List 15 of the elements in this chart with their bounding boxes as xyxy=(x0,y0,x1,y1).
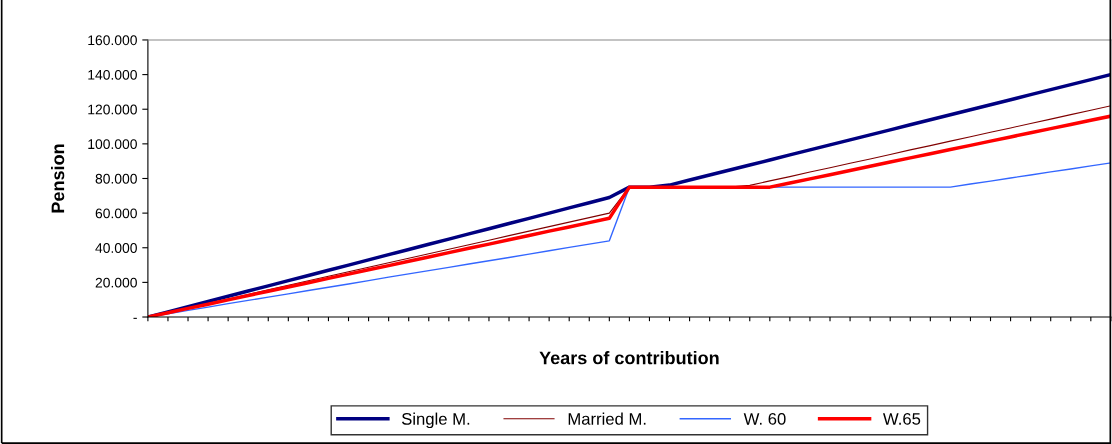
y-tick-label: 140.000 xyxy=(88,69,137,80)
y-tick-label: 80.000 xyxy=(95,173,137,184)
y-tick-label: 60.000 xyxy=(95,208,137,219)
y-tick-label: 40.000 xyxy=(95,243,137,253)
y-tick-label: 20.000 xyxy=(95,277,137,288)
y-tick-label: - xyxy=(133,317,137,319)
legend-label: W. 60 xyxy=(743,413,786,425)
y-tick-label: 120.000 xyxy=(88,104,137,115)
x-axis-title: Years of contribution xyxy=(539,351,719,365)
y-tick-label: 100.000 xyxy=(88,139,137,150)
y-axis-title: Pension xyxy=(51,144,65,213)
y-tick-label: 160.000 xyxy=(88,35,137,46)
legend-label: Single M. xyxy=(401,412,470,429)
legend-label: Married M. xyxy=(568,412,646,425)
legend-label: W.65 xyxy=(883,413,921,425)
